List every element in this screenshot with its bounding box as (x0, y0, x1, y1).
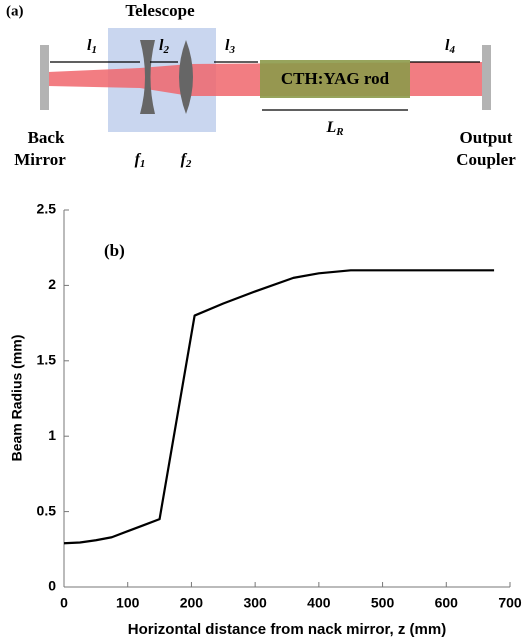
x-tick-label: 0 (60, 595, 68, 611)
x-tick-label: 600 (435, 595, 459, 611)
y-axis-label: Beam Radius (mm) (9, 335, 25, 462)
chart-annotation: (b) (104, 241, 125, 260)
x-tick-label: 100 (116, 595, 140, 611)
l2-label: l2 (159, 37, 169, 56)
x-tick-label: 300 (243, 595, 267, 611)
x-tick-label: 700 (498, 595, 522, 611)
y-tick-label: 1.5 (37, 352, 57, 368)
y-tick-label: 1 (48, 427, 56, 443)
x-tick-label: 200 (180, 595, 204, 611)
back-mirror-label: Mirror (14, 150, 66, 169)
l1-label: l1 (87, 37, 97, 56)
chart: 0 0.5 1 1.5 2 2.5 0 100 200 300 400 500 600 700 (37, 201, 522, 611)
output-coupler-label: Output (460, 128, 513, 147)
x-tick-label: 500 (371, 595, 395, 611)
y-tick-label: 0 (48, 578, 56, 594)
x-axis-label: Horizontal distance from nack mirror, z … (128, 621, 446, 638)
back-mirror (40, 45, 49, 110)
telescope-label: Telescope (125, 1, 195, 20)
back-mirror-label: Back (28, 128, 65, 147)
f2-label: f2 (181, 151, 192, 170)
l3-label: l3 (225, 37, 235, 56)
dimension-arrows (50, 61, 480, 111)
rod-label: CTH:YAG rod (281, 69, 390, 88)
line-series (63, 269, 495, 545)
rod (260, 60, 410, 98)
y-tick-label: 0.5 (37, 502, 57, 518)
f1-label: f1 (135, 151, 146, 170)
output-coupler-label: Coupler (456, 150, 516, 169)
y-tick-label: 2.5 (37, 201, 57, 217)
output-coupler-mirror (482, 45, 491, 110)
y-tick-label: 2 (48, 276, 56, 292)
panel-label: (a) (6, 3, 24, 19)
x-tick-label: 400 (307, 595, 331, 611)
lens-f2 (179, 40, 193, 114)
lr-label: LR (325, 119, 343, 138)
lens-f1 (140, 40, 155, 114)
l4-label: l4 (445, 37, 455, 56)
